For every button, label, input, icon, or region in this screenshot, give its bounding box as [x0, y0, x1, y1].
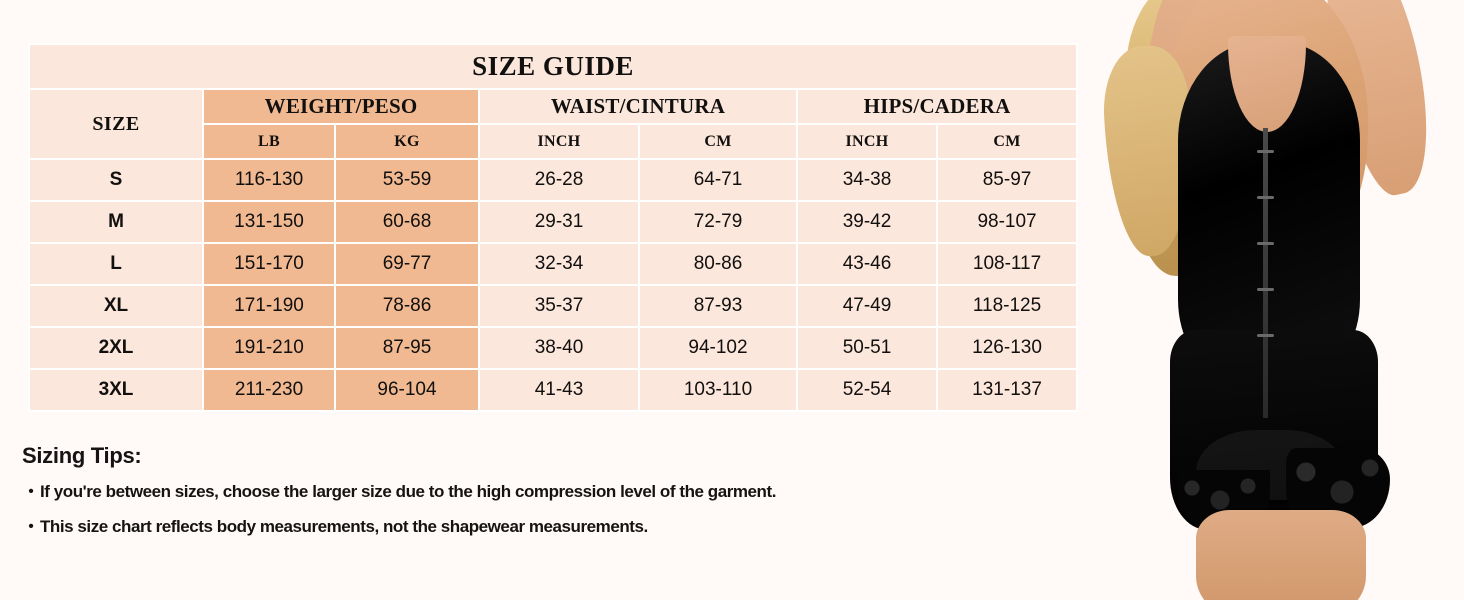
list-item: • This size chart reflects body measurem… — [22, 516, 1002, 538]
cell-hips-inch: 34-38 — [798, 160, 936, 200]
sizing-tip-text: If you're between sizes, choose the larg… — [40, 482, 776, 501]
cell-hips-cm: 85-97 — [938, 160, 1077, 200]
page-title: SIZE GUIDE — [30, 45, 1077, 88]
column-header-weight-lb: LB — [204, 125, 334, 158]
cell-size: L — [30, 244, 202, 284]
cell-hips-cm: 98-107 — [938, 202, 1077, 242]
cell-hips-cm: 118-125 — [938, 286, 1077, 326]
cell-weight-kg: 96-104 — [336, 370, 478, 410]
table-unit-header-row: LB KG INCH CM INCH CM — [30, 125, 1077, 158]
size-guide-table: SIZE GUIDE SIZE WEIGHT/PESO WAIST/CINTUR… — [28, 43, 1079, 412]
cell-weight-kg: 69-77 — [336, 244, 478, 284]
cell-waist-inch: 32-34 — [480, 244, 638, 284]
cell-weight-lb: 151-170 — [204, 244, 334, 284]
column-header-hips-inch: INCH — [798, 125, 936, 158]
table-row: M 131-150 60-68 29-31 72-79 39-42 98-107 — [30, 202, 1077, 242]
cell-hips-inch: 50-51 — [798, 328, 936, 368]
cell-waist-inch: 38-40 — [480, 328, 638, 368]
list-item: • If you're between sizes, choose the la… — [22, 481, 1002, 503]
cell-size: 3XL — [30, 370, 202, 410]
model-thighs — [1196, 510, 1366, 600]
zipper-hook-icon — [1257, 150, 1274, 153]
cell-weight-kg: 78-86 — [336, 286, 478, 326]
cell-waist-cm: 80-86 — [640, 244, 796, 284]
zipper-hook-icon — [1257, 334, 1274, 337]
cell-size: 2XL — [30, 328, 202, 368]
column-header-size: SIZE — [30, 90, 202, 158]
cell-waist-inch: 26-28 — [480, 160, 638, 200]
cell-hips-cm: 126-130 — [938, 328, 1077, 368]
cell-hips-inch: 39-42 — [798, 202, 936, 242]
cell-size: S — [30, 160, 202, 200]
table-row: 3XL 211-230 96-104 41-43 103-110 52-54 1… — [30, 370, 1077, 410]
cell-weight-lb: 211-230 — [204, 370, 334, 410]
cell-hips-inch: 43-46 — [798, 244, 936, 284]
cell-weight-lb: 131-150 — [204, 202, 334, 242]
cell-weight-kg: 60-68 — [336, 202, 478, 242]
zipper-hook-icon — [1257, 196, 1274, 199]
cell-hips-inch: 47-49 — [798, 286, 936, 326]
cell-waist-cm: 72-79 — [640, 202, 796, 242]
cell-waist-cm: 94-102 — [640, 328, 796, 368]
cell-weight-kg: 53-59 — [336, 160, 478, 200]
column-group-header-weight: WEIGHT/PESO — [204, 90, 478, 123]
sizing-tips-heading: Sizing Tips: — [22, 443, 142, 468]
cell-waist-inch: 41-43 — [480, 370, 638, 410]
cell-weight-lb: 116-130 — [204, 160, 334, 200]
cell-waist-cm: 64-71 — [640, 160, 796, 200]
zipper-hook-icon — [1257, 288, 1274, 291]
cell-hips-cm: 131-137 — [938, 370, 1077, 410]
cell-size: XL — [30, 286, 202, 326]
cell-weight-lb: 191-210 — [204, 328, 334, 368]
table-row: 2XL 191-210 87-95 38-40 94-102 50-51 126… — [30, 328, 1077, 368]
cell-weight-kg: 87-95 — [336, 328, 478, 368]
cell-waist-inch: 35-37 — [480, 286, 638, 326]
cell-waist-inch: 29-31 — [480, 202, 638, 242]
zipper-hook-icon — [1257, 242, 1274, 245]
table-row: XL 171-190 78-86 35-37 87-93 47-49 118-1… — [30, 286, 1077, 326]
cell-waist-cm: 87-93 — [640, 286, 796, 326]
cell-size: M — [30, 202, 202, 242]
cell-waist-cm: 103-110 — [640, 370, 796, 410]
table-title-row: SIZE GUIDE — [30, 45, 1077, 88]
sizing-tips-section: Sizing Tips: • If you're between sizes, … — [22, 443, 1002, 551]
column-header-hips-cm: CM — [938, 125, 1077, 158]
cell-hips-cm: 108-117 — [938, 244, 1077, 284]
column-header-weight-kg: KG — [336, 125, 478, 158]
bullet-icon: • — [28, 483, 34, 500]
cell-hips-inch: 52-54 — [798, 370, 936, 410]
column-group-header-hips: HIPS/CADERA — [798, 90, 1077, 123]
column-header-waist-inch: INCH — [480, 125, 638, 158]
table-row: L 151-170 69-77 32-34 80-86 43-46 108-11… — [30, 244, 1077, 284]
table-row: S 116-130 53-59 26-28 64-71 34-38 85-97 — [30, 160, 1077, 200]
column-group-header-waist: WAIST/CINTURA — [480, 90, 796, 123]
cell-weight-lb: 171-190 — [204, 286, 334, 326]
sizing-tip-text: This size chart reflects body measuremen… — [40, 517, 648, 536]
table-group-header-row: SIZE WEIGHT/PESO WAIST/CINTURA HIPS/CADE… — [30, 90, 1077, 158]
shapewear-lace-left — [1178, 470, 1270, 528]
product-photo — [1100, 0, 1464, 600]
bullet-icon: • — [28, 518, 34, 535]
shapewear-zipper — [1263, 128, 1268, 418]
column-header-waist-cm: CM — [640, 125, 796, 158]
